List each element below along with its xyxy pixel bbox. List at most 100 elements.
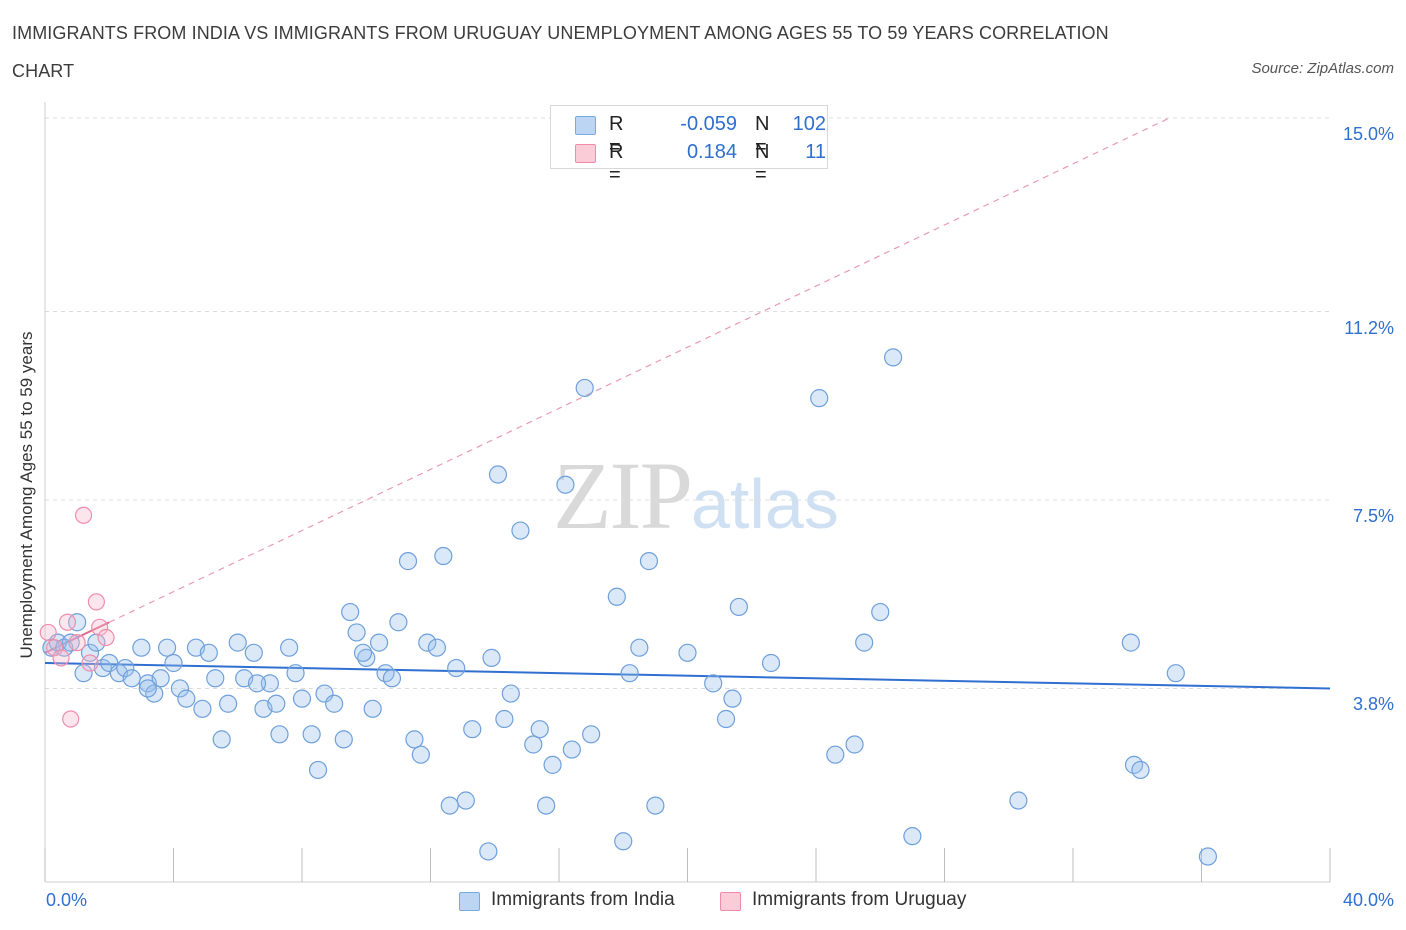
point-india [639,552,659,571]
point-india [614,832,633,851]
point-india [678,643,697,662]
point-india [164,653,183,673]
point-uruguay [91,618,109,636]
point-india [524,735,543,754]
point-india [456,791,475,810]
point-india [212,730,231,749]
point-india [479,842,498,861]
point-india [556,475,575,494]
bottom-legend-label-india: Immigrants from India [491,889,675,910]
point-india [334,730,353,749]
point-india [845,735,864,754]
data-points [39,348,1218,866]
point-india [646,796,665,815]
legend-r-value: 0.184 [686,141,737,163]
point-india [434,546,453,566]
point-uruguay [46,639,64,657]
point-india [363,699,382,718]
point-india [501,684,520,703]
legend-n-label: N = [755,113,770,158]
point-india [447,658,466,678]
point-india [151,669,170,688]
point-india [308,760,328,780]
point-india [630,638,649,657]
point-india [292,689,312,708]
point-india [537,796,556,815]
point-india [286,664,305,683]
source-credit: Source: ZipAtlas.com [1251,60,1394,77]
chart-title: IMMIGRANTS FROM INDIA VS IMMIGRANTS FROM… [12,23,1109,81]
point-india [270,725,289,744]
point-india [353,643,373,662]
bottom-legend-swatch-uruguay [720,892,741,911]
point-india [398,552,418,571]
y-tick-label: 3.8% [1352,694,1394,715]
point-india [482,648,501,667]
point-uruguay [62,710,80,728]
point-india [729,597,749,617]
point-india [260,674,279,693]
point-uruguay [81,654,99,672]
point-india [440,796,459,815]
point-india [463,720,482,739]
point-india [582,725,601,744]
point-india [411,745,430,764]
point-india [193,699,212,718]
point-india [826,745,845,764]
legend-n-label: N = [755,141,770,186]
watermark-atlas: atlas [691,465,839,543]
point-uruguay [87,593,106,611]
trend-line-india [44,661,1331,690]
point-india [389,613,408,632]
point-india [488,465,508,484]
watermark: ZIPatlas [553,440,839,551]
point-india [1121,633,1140,652]
point-india [341,602,360,622]
bottom-legend-label-uruguay: Immigrants from Uruguay [752,889,967,910]
point-india [228,633,247,652]
point-india [761,653,781,673]
point-india [723,689,742,708]
point-india [620,664,639,683]
point-india [903,827,922,846]
y-tick-label: 15.0% [1342,124,1394,144]
watermark-zip: ZIP [553,442,693,549]
point-india [177,689,196,708]
point-uruguay [74,506,93,524]
point-india [219,694,238,713]
legend-swatch-uruguay [575,144,596,163]
point-india [810,389,829,408]
y-axis-label: Unemployment Among Ages 55 to 59 years [17,331,36,659]
correlation-legend: R = -0.059 N = 102 R = 0.184 N = 11 [550,105,828,186]
point-india [405,730,424,749]
point-india [1198,847,1218,866]
legend-swatch-india [575,116,596,135]
trend-line-uruguay-dashed [108,117,1170,623]
point-uruguay [68,634,86,652]
x-tick-label-min: 0.0% [46,890,88,910]
x-tick-label-max: 40.0% [1342,890,1394,910]
point-india [543,755,562,774]
point-india [883,348,903,367]
point-india [80,643,100,662]
point-india [267,694,286,713]
trend-lines [44,117,1331,690]
point-india [855,633,874,652]
point-india [157,638,177,657]
point-india [370,633,389,652]
point-india [495,709,514,729]
legend-n-value: 11 [805,141,826,163]
point-india [116,658,135,678]
point-india [871,602,890,622]
bottom-legend-swatch-india [459,892,480,911]
axes [44,102,1331,883]
point-india [418,633,437,652]
point-uruguay [97,628,115,647]
point-india [247,674,267,693]
point-india [607,587,626,606]
point-india [325,694,344,713]
point-india [138,679,157,698]
point-india [357,648,376,667]
point-india [427,638,447,657]
